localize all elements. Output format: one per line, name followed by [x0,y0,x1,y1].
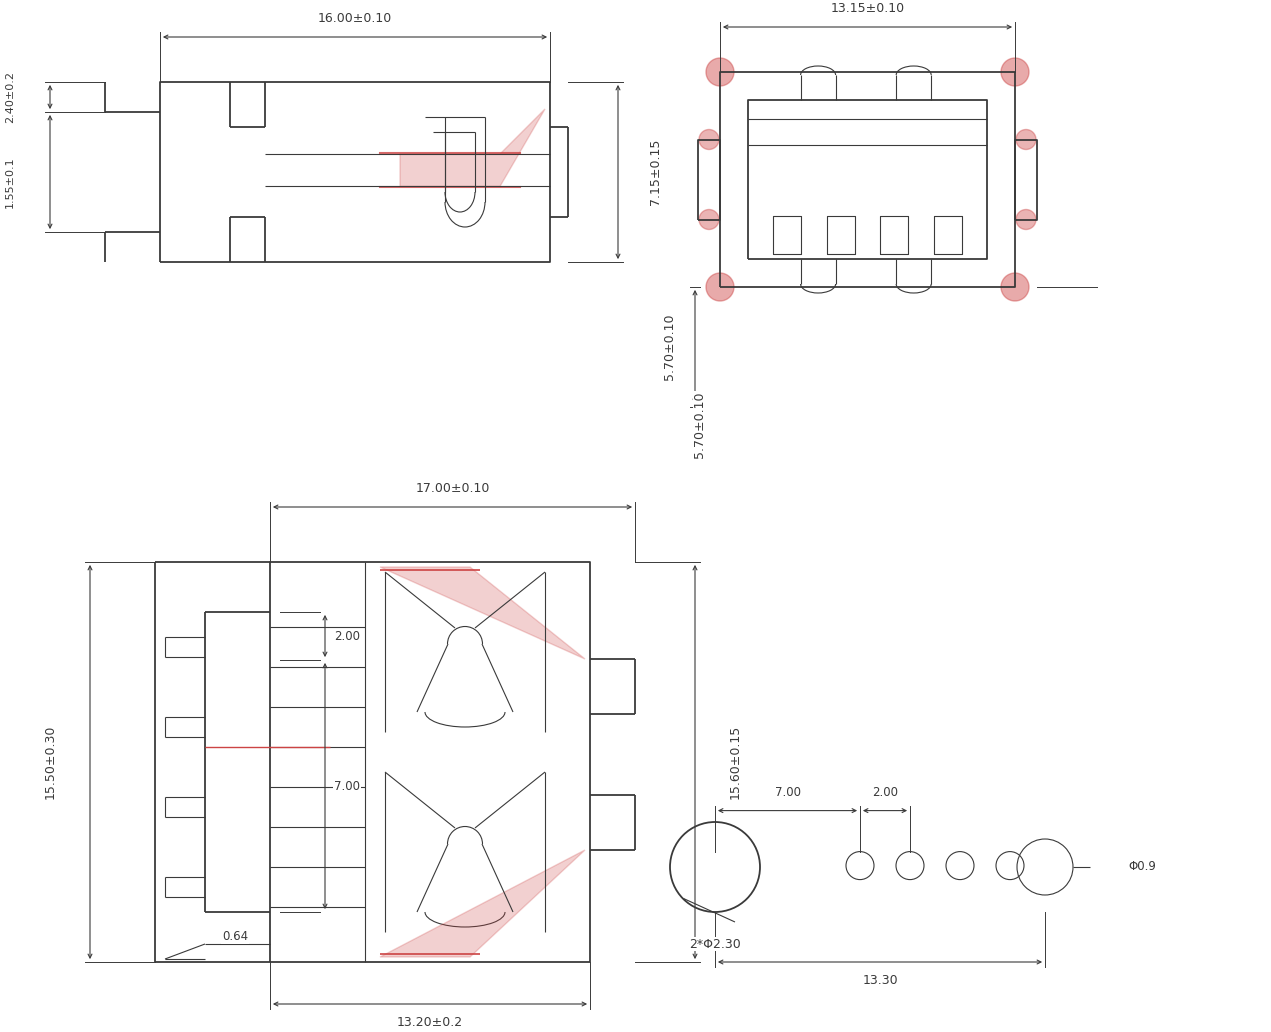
Text: 15.50±0.30: 15.50±0.30 [43,724,56,799]
Text: 13.30: 13.30 [862,973,897,987]
Circle shape [1016,209,1036,229]
Polygon shape [380,850,585,957]
Text: 13.15±0.10: 13.15±0.10 [830,2,905,15]
Text: 5.70±0.10: 5.70±0.10 [663,314,676,380]
Text: 2.00: 2.00 [872,786,899,799]
Text: 16.00±0.10: 16.00±0.10 [318,12,393,26]
Text: 5.70±0.10: 5.70±0.10 [694,392,707,458]
Circle shape [705,58,733,86]
Polygon shape [380,567,585,659]
Circle shape [1016,129,1036,150]
Text: 15.60±0.15: 15.60±0.15 [728,724,741,799]
Circle shape [699,209,719,229]
Text: 7.15±0.15: 7.15±0.15 [649,139,662,205]
Circle shape [1002,273,1030,301]
Polygon shape [400,109,545,187]
Text: 0.64: 0.64 [222,931,248,943]
Text: 1.55±0.1: 1.55±0.1 [5,156,15,207]
Text: Φ0.9: Φ0.9 [1127,861,1155,873]
Text: 17.00±0.10: 17.00±0.10 [416,483,489,495]
Text: 2.40±0.2: 2.40±0.2 [5,71,15,123]
Text: 7.00: 7.00 [774,786,801,799]
Circle shape [705,273,733,301]
Text: 13.20±0.2: 13.20±0.2 [397,1015,463,1029]
Text: 2*Φ2.30: 2*Φ2.30 [689,937,741,950]
Circle shape [1002,58,1030,86]
Circle shape [699,129,719,150]
Text: 2.00: 2.00 [334,630,360,643]
Text: 7.00: 7.00 [334,779,360,793]
